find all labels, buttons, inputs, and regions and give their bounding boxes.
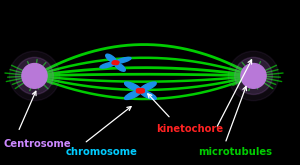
Ellipse shape	[124, 90, 141, 99]
Text: microtubules: microtubules	[198, 147, 272, 157]
Ellipse shape	[140, 90, 156, 99]
Ellipse shape	[112, 61, 119, 64]
Ellipse shape	[16, 57, 53, 94]
Ellipse shape	[106, 54, 116, 63]
Ellipse shape	[9, 51, 60, 101]
Ellipse shape	[136, 89, 144, 93]
Ellipse shape	[241, 64, 266, 88]
Ellipse shape	[235, 57, 272, 94]
Ellipse shape	[115, 63, 125, 71]
Ellipse shape	[112, 61, 118, 65]
Ellipse shape	[22, 64, 47, 88]
Ellipse shape	[136, 89, 144, 93]
Ellipse shape	[100, 62, 116, 68]
Text: Centrosome: Centrosome	[3, 139, 70, 148]
Ellipse shape	[124, 82, 141, 91]
Text: chromosome: chromosome	[66, 147, 138, 157]
Ellipse shape	[140, 82, 156, 91]
Text: kinetochore: kinetochore	[156, 124, 223, 134]
Ellipse shape	[228, 51, 279, 101]
Ellipse shape	[115, 57, 131, 63]
